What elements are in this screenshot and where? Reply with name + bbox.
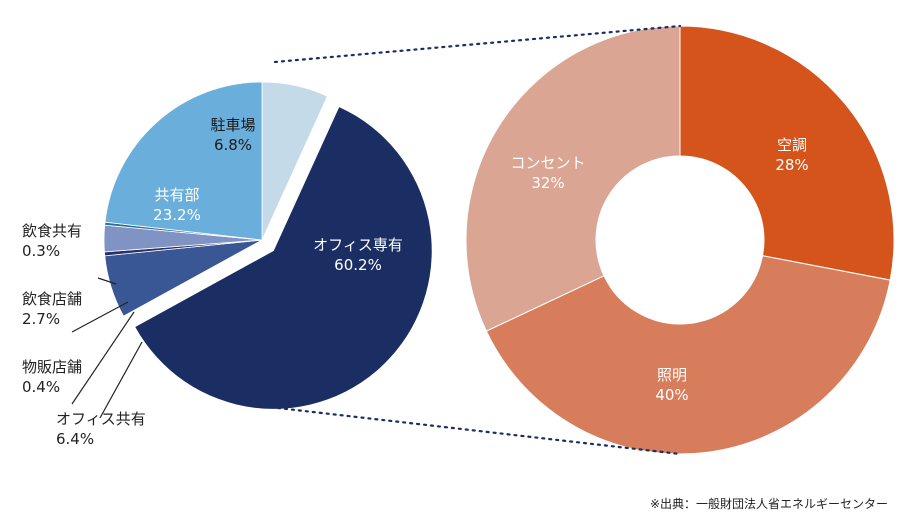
pie-label-1: オフィス専有 60.2%: [313, 236, 403, 274]
donut-label-2: コンセント 32%: [510, 154, 585, 192]
pie-label-4: 飲食店舗 2.7%: [22, 290, 82, 328]
pie-leader-line-3: [71, 311, 135, 405]
pie-leader-line-2: [99, 341, 143, 419]
pie-leader-line-5: [97, 277, 117, 285]
pie-label-3: 物販店舗 0.4%: [22, 358, 82, 396]
chart-labels: 駐車場 6.8% オフィス専有 60.2% オフィス共有 6.4% 物販店舗 0.4% 飲食店舗…: [22, 116, 809, 448]
donut-label-0: 空調 28%: [775, 136, 808, 174]
pie-slice-1: [135, 107, 432, 409]
pie-label-6: 共有部 23.2%: [153, 186, 201, 224]
donut-label-1: 照明 40%: [655, 366, 688, 404]
donut-slice-0: [679, 25, 895, 281]
pie-leader-line-4: [71, 301, 129, 333]
donut-slice-2: [465, 25, 681, 332]
pie-label-2: オフィス共有 6.4%: [56, 410, 146, 448]
donut-slice-1: [485, 255, 891, 455]
connector-top: [273, 24, 682, 64]
building-pie-chart: [103, 81, 432, 409]
office-donut-chart: [465, 25, 895, 455]
pie-label-5: 飲食共有 0.3%: [22, 222, 82, 260]
connector-bottom: [276, 406, 682, 456]
source-note: ※出典：一般財団法人省エネルギーセンター: [649, 497, 888, 511]
connector-lines: [71, 24, 682, 456]
pie-label-0: 駐車場 6.8%: [210, 116, 255, 154]
pie-slice-6: [104, 81, 263, 241]
